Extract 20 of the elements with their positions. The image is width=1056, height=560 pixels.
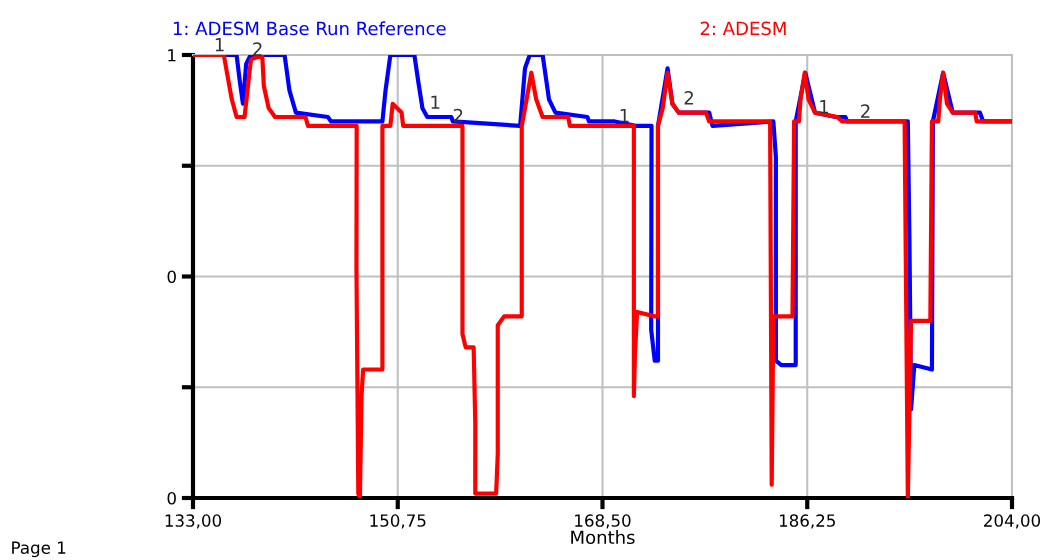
x-tick-label: 186,25 (779, 514, 835, 529)
annotation: 2 (253, 42, 262, 56)
annotation: 1 (820, 100, 829, 114)
annotation: 1 (620, 108, 629, 123)
x-axis-title: Months (571, 530, 635, 545)
text: 2: ADESM (700, 21, 786, 36)
text: 1: ADESM Base Run Reference (173, 21, 446, 36)
y-tick-label: 0 (167, 491, 176, 505)
annotation: 1 (215, 38, 224, 52)
annotation: 2 (684, 91, 693, 105)
x-tick-label: 168,50 (575, 514, 631, 529)
x-tick-label: 150,75 (370, 514, 426, 529)
x-tick-label: 133,00 (165, 514, 222, 529)
y-tick-label: 1 (168, 49, 176, 62)
y-tick-label: 0 (167, 270, 176, 284)
annotation: 2 (861, 104, 870, 118)
text: Page 1 (12, 541, 66, 558)
annotation: 2 (453, 108, 463, 123)
x-tick-label: 204,00 (984, 514, 1041, 529)
annotation: 1 (431, 95, 440, 109)
